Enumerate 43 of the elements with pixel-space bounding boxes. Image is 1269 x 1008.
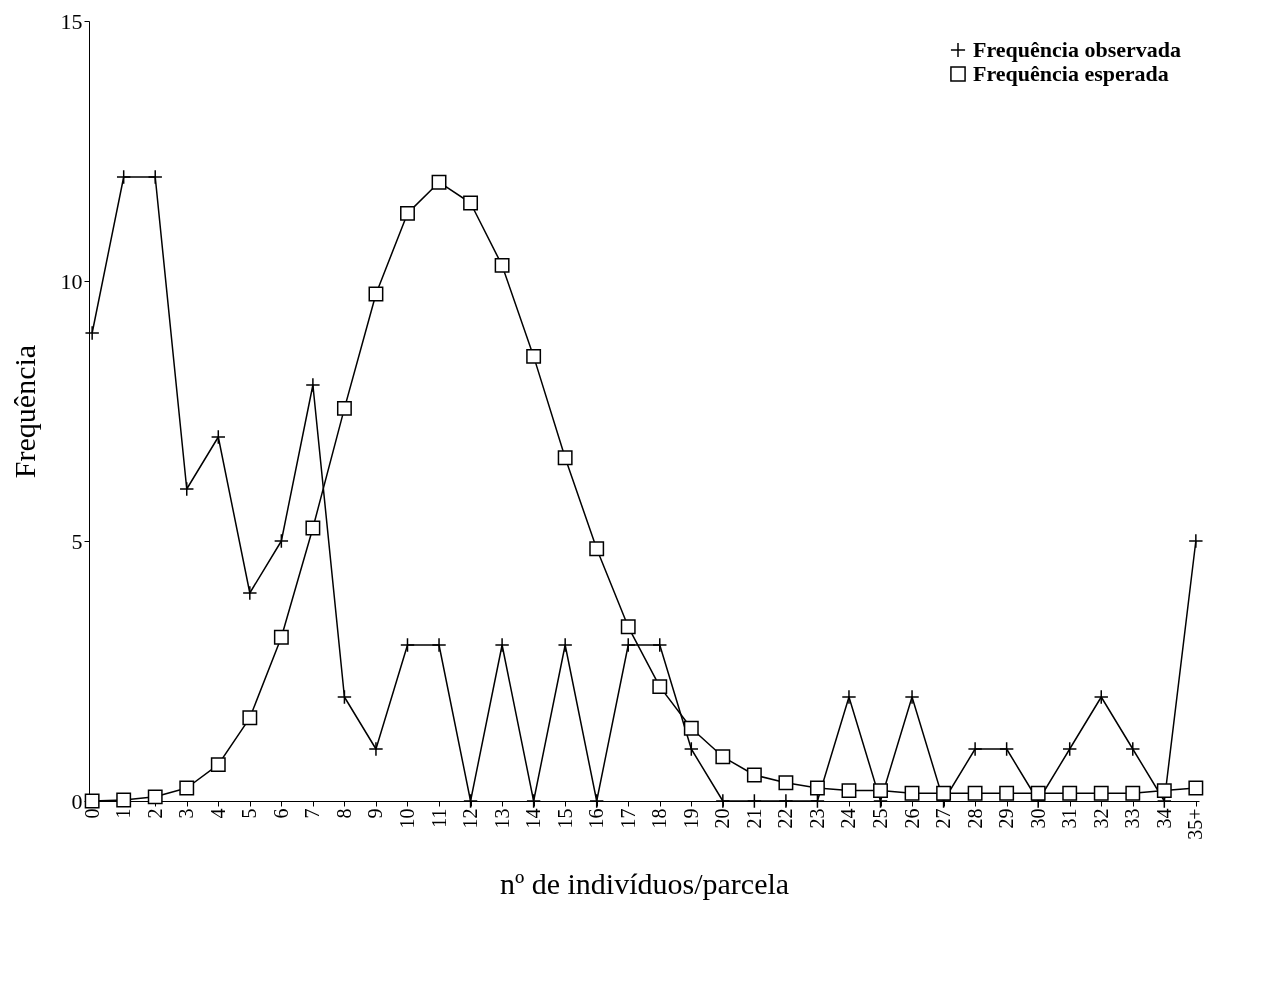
legend-label: Frequência esperada (973, 61, 1169, 86)
y-tick-label: 15 (60, 8, 83, 34)
x-tick-label: 19 (679, 808, 702, 829)
x-tick-label: 27 (932, 808, 955, 829)
x-tick-label: 9 (364, 808, 387, 819)
x-tick-label: 5 (238, 808, 261, 819)
y-tick-label: 5 (71, 528, 83, 554)
x-tick-label: 28 (963, 808, 986, 829)
x-tick-label: 34 (1152, 808, 1175, 829)
x-tick-label: 23 (805, 808, 828, 829)
x-tick-label: 32 (1089, 808, 1112, 829)
x-tick-label: 18 (648, 808, 671, 829)
x-tick-label: 24 (837, 808, 860, 829)
x-tick-label: 4 (206, 808, 229, 819)
x-tick-label: 3 (175, 808, 198, 819)
x-tick-label: 13 (490, 808, 513, 829)
x-tick-label: 25 (869, 808, 892, 829)
x-tick-label: 35+ (1184, 808, 1207, 840)
legend-label: Frequência observada (973, 37, 1181, 62)
x-tick-label: 21 (742, 808, 765, 829)
x-tick-label: 29 (995, 808, 1018, 829)
y-axis-title: Frequência (7, 344, 41, 479)
x-tick-label: 22 (774, 808, 797, 829)
x-tick-label: 6 (269, 808, 292, 819)
x-tick-label: 30 (1026, 808, 1049, 829)
x-tick-label: 33 (1121, 808, 1144, 829)
x-tick-label: 7 (301, 808, 324, 819)
x-tick-label: 20 (711, 808, 734, 829)
x-tick-label: 14 (522, 808, 545, 829)
y-tick-label: 10 (60, 268, 83, 294)
x-tick-label: 0 (80, 808, 103, 819)
x-tick-label: 17 (616, 808, 639, 829)
x-tick-label: 1 (112, 808, 135, 819)
x-tick-label: 16 (585, 808, 608, 829)
x-tick-label: 8 (332, 808, 355, 819)
x-tick-label: 12 (459, 808, 482, 829)
x-tick-label: 2 (143, 808, 166, 819)
x-tick-label: 10 (395, 808, 418, 829)
x-axis-title: nº de indivíduos/parcela (499, 866, 790, 900)
x-tick-label: 11 (427, 808, 450, 828)
x-tick-label: 26 (900, 808, 923, 829)
x-tick-label: 31 (1058, 808, 1081, 829)
x-tick-label: 15 (553, 808, 576, 829)
